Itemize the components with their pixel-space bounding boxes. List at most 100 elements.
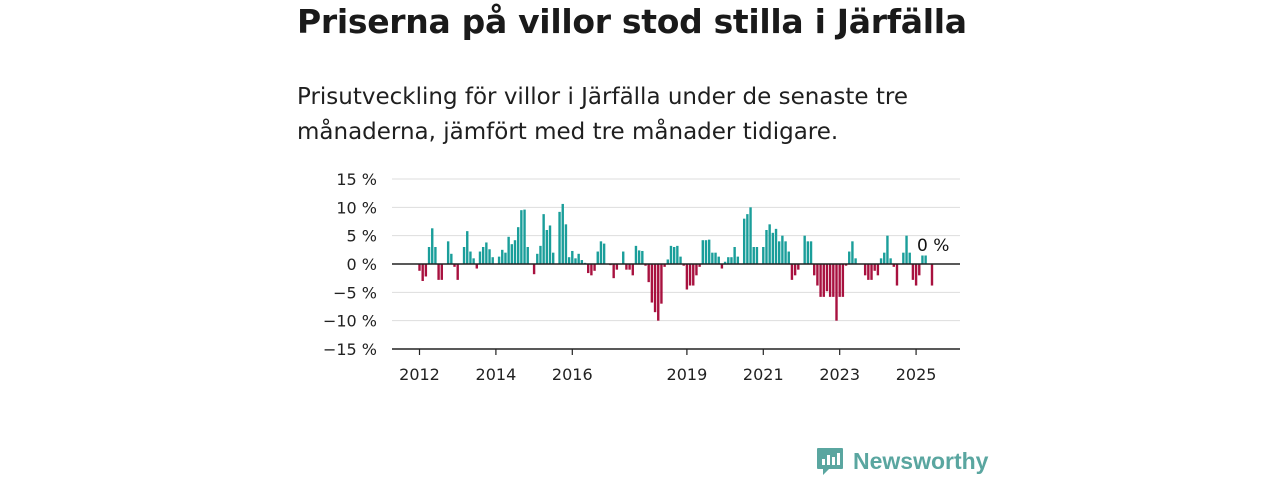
bar bbox=[660, 264, 663, 304]
bar bbox=[755, 247, 759, 264]
bar bbox=[497, 256, 501, 264]
bar bbox=[669, 245, 673, 264]
axes bbox=[392, 263, 960, 355]
bar bbox=[838, 264, 841, 297]
bar bbox=[469, 251, 472, 264]
bar bbox=[889, 258, 892, 264]
bar bbox=[631, 264, 634, 276]
bar bbox=[634, 245, 638, 264]
x-tick-label: 2025 bbox=[896, 365, 937, 384]
bar bbox=[692, 264, 695, 286]
bar bbox=[478, 251, 482, 264]
chart-subtitle: Prisutveckling för villor i Järfälla und… bbox=[297, 84, 908, 145]
bar bbox=[663, 264, 666, 267]
bar bbox=[516, 227, 520, 264]
bar bbox=[599, 241, 603, 264]
bar bbox=[481, 247, 485, 264]
bar bbox=[434, 247, 437, 264]
bar bbox=[733, 247, 736, 264]
labels: 15 % 10 % 5 % 0 % −5 % −10 % −15 % 2012 2014 2016… bbox=[323, 170, 949, 384]
bar bbox=[561, 203, 564, 264]
bar bbox=[666, 259, 669, 264]
bar bbox=[825, 264, 829, 292]
bar bbox=[580, 260, 584, 264]
newsworthy-logo[interactable]: Newsworthy bbox=[815, 446, 988, 476]
bar bbox=[730, 257, 733, 264]
bar bbox=[787, 251, 790, 264]
bar bbox=[551, 252, 555, 264]
bar bbox=[596, 251, 599, 264]
bar bbox=[813, 264, 816, 276]
bar bbox=[918, 264, 921, 276]
bar bbox=[698, 264, 701, 267]
bar bbox=[924, 255, 927, 264]
bar bbox=[676, 245, 679, 264]
bar bbox=[793, 264, 797, 276]
y-tick-label: −15 % bbox=[323, 340, 377, 359]
bar bbox=[567, 257, 571, 264]
bar bbox=[717, 256, 720, 264]
bar bbox=[504, 252, 507, 264]
bar bbox=[622, 251, 625, 264]
bar bbox=[488, 249, 491, 264]
bar bbox=[848, 251, 851, 264]
bar bbox=[711, 252, 714, 264]
bar bbox=[590, 264, 593, 276]
bar bbox=[685, 264, 689, 290]
x-tick-label: 2012 bbox=[399, 365, 440, 384]
bar bbox=[641, 250, 644, 264]
bar bbox=[688, 264, 692, 286]
bar bbox=[905, 235, 908, 264]
bar bbox=[545, 230, 549, 264]
bar bbox=[742, 218, 746, 264]
bar bbox=[701, 240, 705, 264]
bar bbox=[679, 256, 682, 264]
bar bbox=[682, 264, 685, 266]
bar bbox=[835, 264, 838, 321]
bar bbox=[736, 256, 740, 264]
y-tick-label: −10 % bbox=[323, 312, 377, 331]
bar bbox=[650, 264, 654, 303]
bar bbox=[921, 255, 924, 264]
bar bbox=[418, 264, 421, 271]
y-tick-label: 15 % bbox=[336, 170, 377, 189]
bar bbox=[427, 247, 431, 264]
bar bbox=[749, 207, 752, 264]
bar bbox=[822, 264, 825, 297]
bar bbox=[902, 252, 905, 264]
bar bbox=[440, 264, 443, 280]
bar bbox=[854, 258, 857, 264]
bar bbox=[778, 241, 781, 264]
bar bbox=[832, 264, 835, 297]
bar bbox=[472, 258, 475, 264]
bar bbox=[520, 210, 523, 264]
bar bbox=[930, 264, 934, 286]
x-tick-label: 2014 bbox=[476, 365, 517, 384]
bar bbox=[828, 264, 832, 297]
bar bbox=[564, 224, 568, 264]
bar bbox=[797, 264, 800, 270]
bar bbox=[727, 257, 730, 264]
bar bbox=[911, 264, 915, 280]
bar bbox=[851, 241, 854, 264]
bar bbox=[819, 264, 822, 297]
bar bbox=[456, 264, 459, 280]
bar bbox=[879, 258, 883, 264]
chart-title: Priserna på villor stod stilla i Järfäll… bbox=[297, 2, 967, 41]
bar bbox=[532, 264, 536, 275]
y-tick-label: 10 % bbox=[336, 198, 377, 217]
bar bbox=[784, 241, 787, 264]
bar bbox=[462, 247, 466, 264]
bar bbox=[790, 264, 794, 280]
bar bbox=[475, 264, 478, 269]
bar bbox=[612, 264, 615, 279]
bar bbox=[644, 264, 647, 266]
bar bbox=[558, 211, 561, 264]
bar bbox=[571, 250, 574, 264]
bar bbox=[720, 264, 724, 269]
bar bbox=[765, 230, 768, 264]
bar bbox=[625, 264, 628, 270]
x-tick-label: 2021 bbox=[743, 365, 784, 384]
